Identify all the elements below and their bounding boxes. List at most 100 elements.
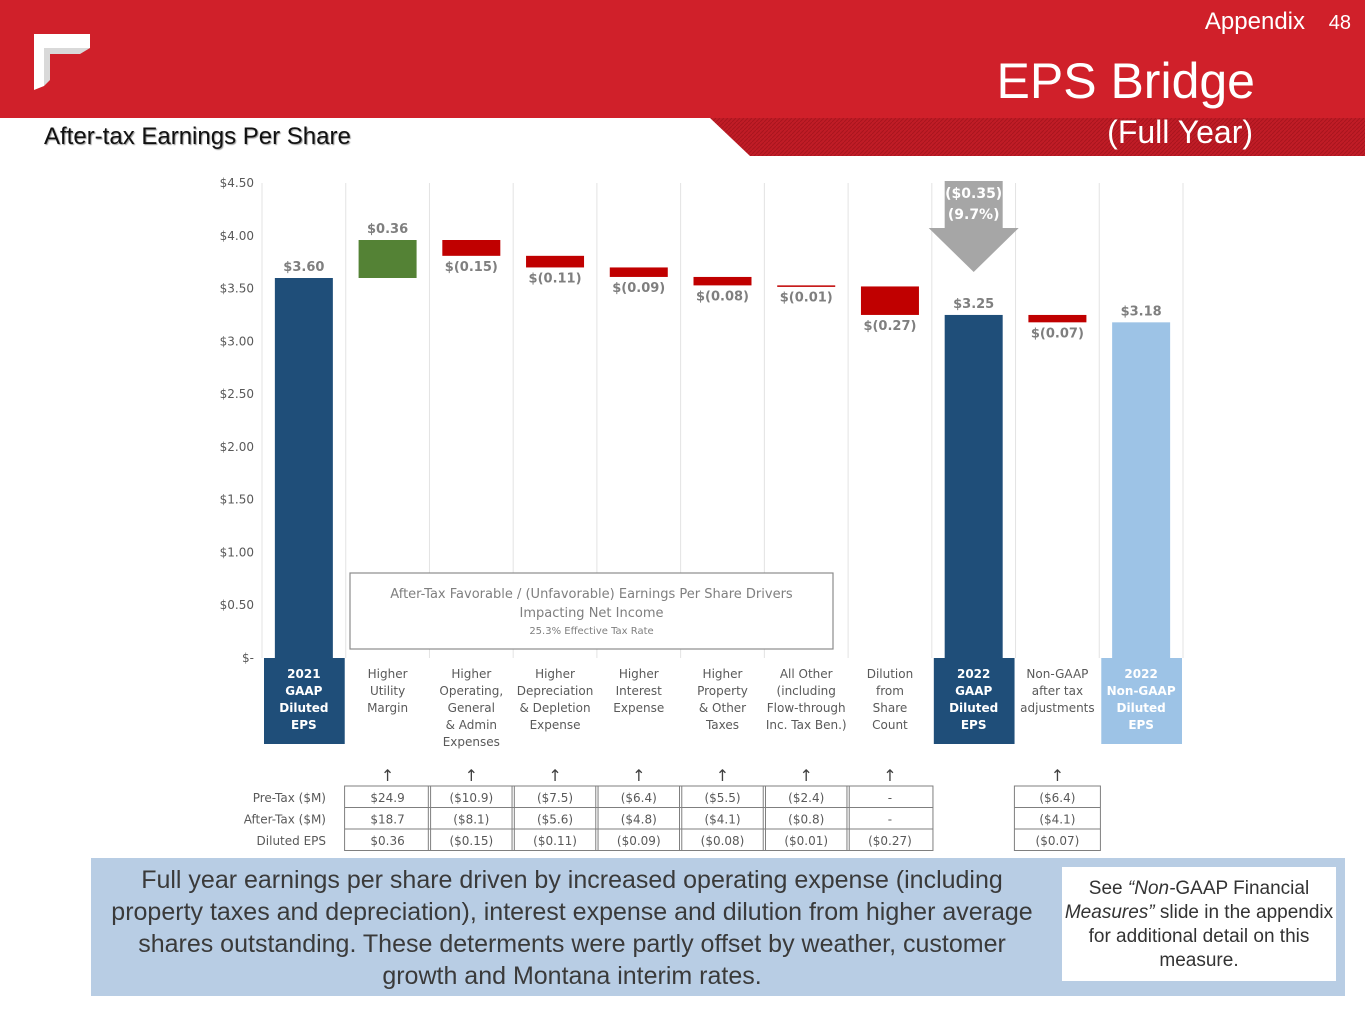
category-label: & Depletion [519,701,590,715]
bar-increase [358,240,417,278]
table-cell: ($4.1) [704,813,740,827]
category-label: Property [697,684,748,698]
driver-arrow: ↑ [883,766,896,785]
category-label: Expenses [443,735,500,749]
category-label: 2021 [287,667,320,681]
bar-decrease [860,286,919,315]
category-label: EPS [1128,718,1154,732]
category-label: Expense [530,718,581,732]
change-callout-arrow [928,181,1019,272]
y-tick-label: $2.50 [220,387,254,401]
category-label: All Other [780,667,833,681]
chart-heading: After-tax Earnings Per Share [44,123,351,150]
category-label: Operating, [439,684,503,698]
bar-decrease [609,267,668,277]
y-tick-label: $1.50 [220,493,254,507]
table-cell: ($7.5) [537,791,573,805]
table-cell: ($0.08) [701,834,745,848]
note-emph-2: Measures” [1064,902,1155,923]
category-label: Count [872,718,908,732]
eps-bridge-chart: $- $0.50 $1.00 $1.50 $2.00 $2.50 $3.00 $3.50 $4.… [220,176,1184,851]
note-suffix: slide in the appendix for additional det… [1088,902,1334,971]
driver-arrow: ↑ [800,766,813,785]
non-gaap-note: See “Non-GAAP Financial Measures” slide … [1062,867,1336,981]
category-label: EPS [291,718,317,732]
bar-value-label: $3.25 [953,297,994,312]
driver-arrow: ↑ [465,766,478,785]
y-tick-label: $4.00 [220,229,254,243]
page-number: 48 [1328,12,1351,34]
table-cell: ($0.01) [784,834,828,848]
drivers-box-note: 25.3% Effective Tax Rate [529,626,653,637]
change-callout-label: ($0.35) [945,186,1002,202]
category-label-box [264,658,345,744]
table-cell: ($0.11) [533,834,577,848]
category-label: Share [873,701,908,715]
table-cell: $18.7 [370,813,404,827]
table-cell: ($2.4) [788,791,824,805]
driver-arrow: ↑ [381,766,394,785]
category-label: GAAP [285,684,322,698]
table-cell: ($5.5) [704,791,740,805]
table-cell: ($4.1) [1039,813,1075,827]
driver-arrow: ↑ [716,766,729,785]
category-label: General [448,701,495,715]
driver-arrow: ↑ [632,766,645,785]
category-label: 2022 [1124,667,1157,681]
category-label-box [1101,658,1182,744]
table-column [846,785,934,851]
table-cell: - [888,813,892,827]
bar-value-label: $(0.09) [612,281,665,296]
y-tick-label: $- [242,651,254,665]
table-cell: ($0.27) [868,834,912,848]
table-cell: - [888,791,892,805]
category-label: GAAP [955,684,992,698]
category-label: Interest [616,684,663,698]
table-cell: ($0.15) [449,834,493,848]
bar-value-label: $(0.11) [529,271,582,286]
y-tick-label: $3.00 [220,334,254,348]
bar-decrease [693,276,752,286]
table-cell: ($6.4) [621,791,657,805]
company-logo [34,34,90,90]
header-banner: Appendix 48 EPS Bridge [0,0,1365,118]
table-cell: ($0.8) [788,813,824,827]
table-cell: ($10.9) [449,791,493,805]
category-label: Higher [451,667,491,681]
table-cell: ($8.1) [453,813,489,827]
note-prefix: See [1088,878,1128,899]
y-tick-label: $0.50 [220,598,254,612]
category-label: & Admin [446,718,497,732]
y-tick-label: $3.50 [220,282,254,296]
page-subtitle: (Full Year) [1107,114,1253,150]
category-label: Higher [535,667,575,681]
bar-value-label: $(0.15) [445,260,498,275]
bar-value-label: $(0.27) [863,319,916,334]
category-label: Dilution [867,667,914,681]
category-label: Inc. Tax Ben.) [766,718,847,732]
table-column [427,785,515,851]
category-label: (including [777,684,836,698]
category-label: Utility [370,684,405,698]
y-tick-label: $2.00 [220,440,254,454]
category-label: after tax [1032,684,1083,698]
bar-value-label: $(0.07) [1031,326,1084,341]
drivers-box-title: After-Tax Favorable / (Unfavorable) Earn… [390,587,793,602]
driver-arrow: ↑ [548,766,561,785]
category-label: Higher [703,667,743,681]
category-label: Higher [619,667,659,681]
table-cell: ($6.4) [1039,791,1075,805]
table-cell: $0.36 [370,834,404,848]
table-cell: ($4.8) [621,813,657,827]
bar-value-label: $0.36 [367,222,408,237]
table-cell: ($5.6) [537,813,573,827]
category-label: Diluted [949,701,998,715]
drivers-box-title: Impacting Net Income [520,606,664,621]
bar-total [1112,322,1171,658]
table-column [762,785,850,851]
bar-total [274,278,333,658]
y-tick-label: $1.00 [220,545,254,559]
category-label: Non-GAAP [1026,667,1088,681]
bar-decrease [1028,314,1087,323]
page-title: EPS Bridge [996,53,1255,109]
